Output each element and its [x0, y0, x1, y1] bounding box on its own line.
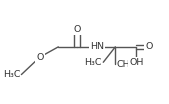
Text: OH: OH	[129, 58, 143, 67]
Text: H₃C: H₃C	[84, 58, 102, 67]
Text: O: O	[36, 53, 44, 62]
Text: O: O	[73, 25, 80, 34]
Text: H₃C: H₃C	[3, 70, 21, 79]
Text: O: O	[145, 42, 153, 51]
Text: CH₃: CH₃	[117, 60, 134, 69]
Text: HN: HN	[90, 42, 104, 51]
